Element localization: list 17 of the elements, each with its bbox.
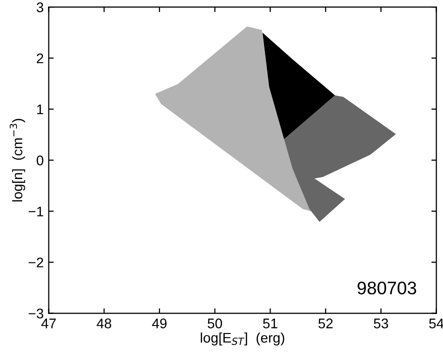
x-tick-label: 48 xyxy=(96,318,112,328)
y-tick-label: 3 xyxy=(36,2,44,12)
y-tick-label: −3 xyxy=(28,308,44,318)
y-tick-label: 1 xyxy=(37,104,44,114)
y-tick-label: 0 xyxy=(36,156,44,166)
x-tick-label: 51 xyxy=(263,318,278,328)
x-tick-label: 47 xyxy=(41,318,56,328)
x-tick-label: 53 xyxy=(374,318,388,328)
y-axis-title: log[n] (cm$^{−3}$) xyxy=(10,118,26,202)
y-tick-label: 2 xyxy=(36,53,44,64)
x-tick-label: 49 xyxy=(152,318,167,328)
annotation: 980703 xyxy=(358,282,416,294)
x-axis-title: log[E$_{ST}$] (erg) xyxy=(200,332,284,346)
x-tick-label: 50 xyxy=(208,318,222,328)
y-tick-label: −1 xyxy=(28,206,44,216)
x-tick-label: 52 xyxy=(318,318,333,328)
y-tick-label: −2 xyxy=(28,258,44,268)
